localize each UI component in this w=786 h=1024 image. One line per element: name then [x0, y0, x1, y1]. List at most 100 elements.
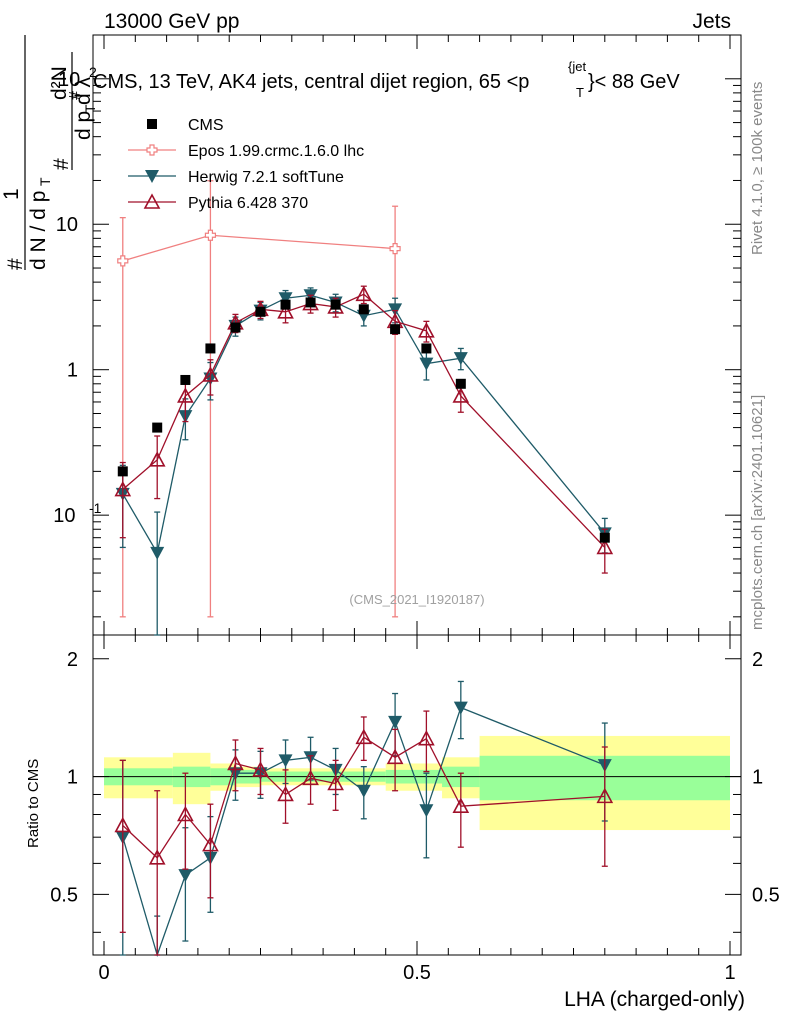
- ratio-y-tick-label-right: 2: [752, 649, 763, 671]
- pythia-point: [452, 387, 470, 403]
- epos-line: [122, 234, 396, 262]
- ratio-y-tick-label: 2: [67, 649, 78, 671]
- x-axis-label: LHA (charged-only): [564, 988, 745, 1011]
- pythia-ratio-point: [386, 748, 404, 765]
- y-tick-label: 1: [67, 360, 78, 382]
- cms-point: [205, 343, 216, 354]
- pythia-ratio-point: [148, 849, 166, 865]
- pythia-point: [418, 322, 435, 338]
- y-tick-label: 10: [53, 505, 75, 527]
- herwig-point: [150, 546, 165, 560]
- main-series: [114, 180, 614, 636]
- ratio-y-tick-label: 0.5: [50, 884, 78, 906]
- legend-epos-marker: [146, 144, 158, 156]
- herwig-point: [419, 357, 434, 371]
- herwig-line: [122, 294, 606, 555]
- y-tick-label-exponent: 2: [89, 64, 97, 80]
- legend-herwig-marker: [145, 170, 159, 183]
- epos-point: [389, 243, 401, 255]
- herwig-point: [453, 352, 468, 366]
- ratio-series: [114, 680, 614, 958]
- cms-point: [421, 343, 432, 354]
- ylabel-hash-2: #: [50, 158, 73, 170]
- ylabel-hash-1: #: [4, 258, 27, 270]
- herwig-point: [278, 292, 293, 306]
- mcplots-label: mcplots.cern.ch [arXiv:2401.10621]: [749, 395, 766, 630]
- pythia-ratio-point: [202, 835, 219, 852]
- header-right: Jets: [692, 10, 731, 33]
- ylabel-d2N: d²N: [48, 66, 71, 100]
- pythia-point: [114, 480, 132, 497]
- cms-point: [117, 466, 128, 477]
- pythia-ratio-point: [114, 816, 132, 833]
- cms-point: [152, 422, 163, 433]
- plot-title: CMS, 13 TeV, AK4 jets, central dijet reg…: [93, 71, 680, 93]
- legend: CMS Epos 1.99.crmc.1.6.0 lhc Herwig 7.2.1 …: [128, 117, 364, 212]
- pythia-point: [148, 451, 166, 467]
- ylabel-dN-dpT: d N / d p: [27, 191, 50, 270]
- cms-point: [358, 304, 369, 315]
- pythia-ratio-point: [596, 787, 614, 804]
- cms-point: [599, 532, 610, 543]
- cms-point: [305, 297, 316, 308]
- x-tick-label: 0: [98, 962, 109, 984]
- pythia-point: [202, 366, 219, 382]
- legend-label: Herwig 7.2.1 softTune: [188, 169, 344, 186]
- x-tick-label: 1: [724, 962, 735, 984]
- legend-cms-marker: [147, 119, 157, 129]
- herwig-ratio-point: [419, 804, 434, 818]
- plot-title-subscript: T: [576, 85, 584, 100]
- legend-pythia-marker: [143, 193, 161, 209]
- pythia-ratio-point: [355, 728, 373, 745]
- y-tick-label: 10: [58, 69, 80, 91]
- legend-label: CMS: [188, 117, 224, 134]
- herwig-ratio-point: [178, 869, 193, 883]
- ylabel-T-1: T: [37, 177, 53, 186]
- cms-point: [255, 306, 266, 317]
- pythia-ratio-point: [418, 729, 435, 746]
- ratio-y-axis-label: Ratio to CMS: [25, 759, 42, 848]
- ratio-y-tick-label-right: 0.5: [752, 884, 780, 906]
- cms-point: [455, 378, 466, 389]
- rivet-label: Rivet 4.1.0, ≥ 100k events: [749, 82, 766, 255]
- ylabel-T-2: T: [82, 104, 98, 113]
- pythia-point: [355, 285, 373, 302]
- x-tick-label: 0.5: [403, 962, 431, 984]
- ratio-y-tick-label: 1: [67, 767, 78, 789]
- main-y-axis-label: # 1 d N / d p T # d²N d p d λ T #: [0, 35, 98, 270]
- pythia-ratio-point: [277, 785, 294, 802]
- pythia-point: [596, 538, 614, 555]
- ylabel-one: 1: [0, 188, 23, 200]
- pythia-ratio-point: [252, 761, 269, 777]
- analysis-watermark: (CMS_2021_I1920187): [349, 592, 484, 607]
- pythia-ratio-point: [327, 774, 344, 791]
- pythia-ratio-point: [452, 797, 470, 814]
- pythia-point: [177, 387, 194, 403]
- pythia-ratio-point: [302, 769, 319, 786]
- cms-point: [390, 324, 401, 335]
- herwig-ratio-point: [356, 784, 371, 798]
- epos-point: [204, 229, 217, 241]
- cms-point: [330, 299, 341, 310]
- pythia-line: [122, 293, 606, 548]
- legend-label: Epos 1.99.crmc.1.6.0 lhc: [188, 143, 364, 160]
- ylabel-hash-3: #: [67, 91, 84, 100]
- herwig-ratio-point: [278, 754, 293, 768]
- pythia-ratio-point: [177, 805, 194, 822]
- header-left: 13000 GeV pp: [104, 10, 239, 33]
- tick-labels: 10 -1 1 10 10 2 0.5 0.5 1 1 2 2 0 0.5 1: [50, 64, 780, 984]
- ratio-y-tick-label-right: 1: [752, 767, 763, 789]
- axis-ticks: [93, 34, 741, 955]
- herwig-ratio-point: [453, 701, 468, 715]
- ylabel-dpT-dlambda: d p d λ: [72, 76, 95, 140]
- cms-point: [230, 322, 241, 333]
- plot-title-superscript: {jet: [568, 59, 586, 74]
- cms-point: [180, 374, 191, 385]
- y-tick-label: 10: [56, 214, 78, 236]
- legend-label: Pythia 6.428 370: [188, 195, 308, 212]
- epos-point: [117, 255, 129, 267]
- pythia-ratio-point: [227, 754, 244, 771]
- pythia-point: [277, 303, 294, 319]
- herwig-ratio-point: [388, 715, 403, 729]
